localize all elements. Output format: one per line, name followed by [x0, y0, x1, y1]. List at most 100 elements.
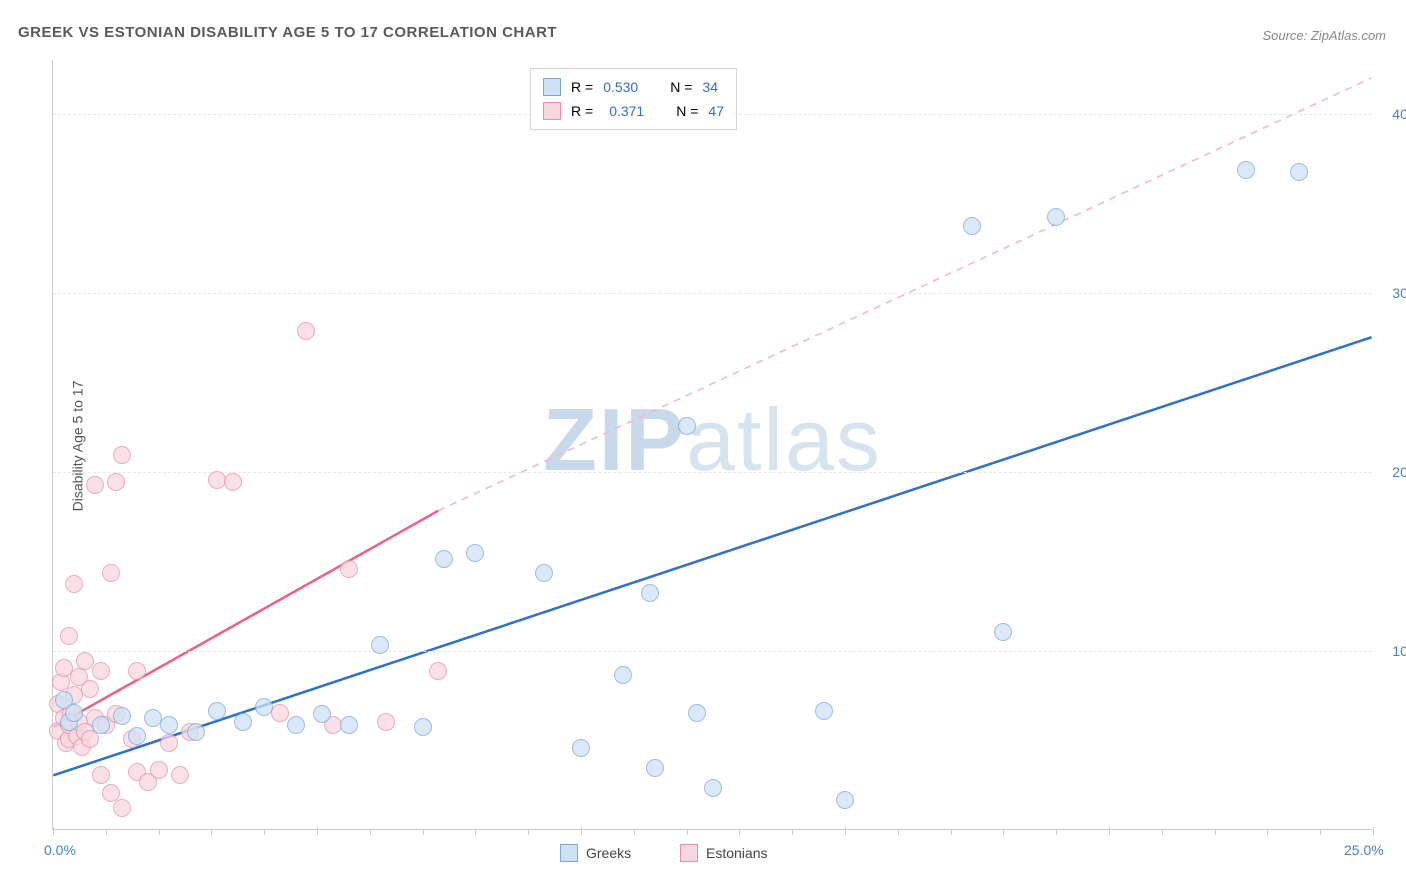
data-point	[1047, 208, 1065, 226]
legend-swatch-estonians-icon	[680, 844, 698, 862]
trend-line	[438, 78, 1371, 511]
ytick-label: 10.0%	[1392, 643, 1406, 659]
legend-swatch-estonians	[543, 102, 561, 120]
bottom-legend-estonians: Estonians	[680, 844, 767, 862]
grid-line	[53, 651, 1372, 652]
data-point	[86, 476, 104, 494]
plot-area: ZIPatlas 10.0%20.0%30.0%40.0%	[52, 60, 1372, 830]
data-point	[297, 322, 315, 340]
data-point	[994, 623, 1012, 641]
xtick	[792, 830, 793, 835]
data-point	[255, 698, 273, 716]
data-point	[187, 723, 205, 741]
xtick	[1109, 827, 1110, 835]
trend-line	[53, 511, 438, 727]
stats-legend: R = 0.530 N = 34 R = 0.371 N = 47	[530, 68, 737, 130]
data-point	[313, 705, 331, 723]
data-point	[815, 702, 833, 720]
grid-line	[53, 293, 1372, 294]
legend-label-estonians: Estonians	[706, 845, 767, 861]
data-point	[646, 759, 664, 777]
data-point	[234, 713, 252, 731]
data-point	[113, 707, 131, 725]
data-point	[171, 766, 189, 784]
data-point	[60, 627, 78, 645]
xtick	[317, 827, 318, 835]
watermark-atlas: atlas	[686, 389, 882, 488]
data-point	[113, 446, 131, 464]
data-point	[92, 662, 110, 680]
data-point	[1237, 161, 1255, 179]
data-point	[107, 473, 125, 491]
data-point	[81, 680, 99, 698]
ytick-label: 20.0%	[1392, 464, 1406, 480]
n-label: N =	[676, 103, 698, 119]
data-point	[65, 704, 83, 722]
data-point	[414, 718, 432, 736]
ytick-label: 40.0%	[1392, 106, 1406, 122]
xtick	[211, 830, 212, 835]
xtick	[845, 827, 846, 835]
data-point	[371, 636, 389, 654]
data-point	[128, 727, 146, 745]
xtick	[1162, 830, 1163, 835]
xtick	[159, 830, 160, 835]
xtick	[1320, 830, 1321, 835]
source-label: Source: ZipAtlas.com	[1262, 28, 1386, 43]
xtick	[1373, 827, 1374, 835]
data-point	[1290, 163, 1308, 181]
data-point	[287, 716, 305, 734]
data-point	[113, 799, 131, 817]
data-point	[535, 564, 553, 582]
r-value-greeks: 0.530	[603, 79, 638, 95]
n-value-greeks: 34	[702, 79, 718, 95]
xtick	[264, 830, 265, 835]
r-label: R =	[571, 79, 593, 95]
data-point	[340, 716, 358, 734]
stats-row-estonians: R = 0.371 N = 47	[543, 99, 724, 123]
bottom-legend-greeks: Greeks	[560, 844, 631, 862]
data-point	[678, 417, 696, 435]
n-value-estonians: 47	[708, 103, 724, 119]
xtick	[423, 830, 424, 835]
legend-label-greeks: Greeks	[586, 845, 631, 861]
xtick	[528, 830, 529, 835]
data-point	[614, 666, 632, 684]
data-point	[224, 473, 242, 491]
data-point	[150, 761, 168, 779]
data-point	[208, 702, 226, 720]
xtick	[581, 827, 582, 835]
trend-lines-svg	[53, 60, 1372, 829]
data-point	[429, 662, 447, 680]
xtick	[898, 830, 899, 835]
data-point	[572, 739, 590, 757]
legend-swatch-greeks-icon	[560, 844, 578, 862]
xtick	[739, 830, 740, 835]
data-point	[65, 575, 83, 593]
xtick	[1267, 830, 1268, 835]
data-point	[160, 734, 178, 752]
xtick	[687, 830, 688, 835]
xtick	[1215, 830, 1216, 835]
r-value-estonians: 0.371	[609, 103, 644, 119]
data-point	[271, 704, 289, 722]
xtick	[1056, 830, 1057, 835]
r-label: R =	[571, 103, 593, 119]
data-point	[688, 704, 706, 722]
xtick	[53, 827, 54, 835]
xtick-label: 0.0%	[44, 842, 76, 858]
legend-swatch-greeks	[543, 78, 561, 96]
data-point	[377, 713, 395, 731]
data-point	[963, 217, 981, 235]
data-point	[76, 652, 94, 670]
data-point	[466, 544, 484, 562]
xtick	[951, 830, 952, 835]
xtick	[634, 830, 635, 835]
watermark-zip: ZIP	[543, 389, 686, 488]
data-point	[704, 779, 722, 797]
data-point	[92, 766, 110, 784]
n-label: N =	[670, 79, 692, 95]
grid-line	[53, 472, 1372, 473]
xtick	[475, 830, 476, 835]
chart-title: GREEK VS ESTONIAN DISABILITY AGE 5 TO 17…	[18, 24, 557, 41]
